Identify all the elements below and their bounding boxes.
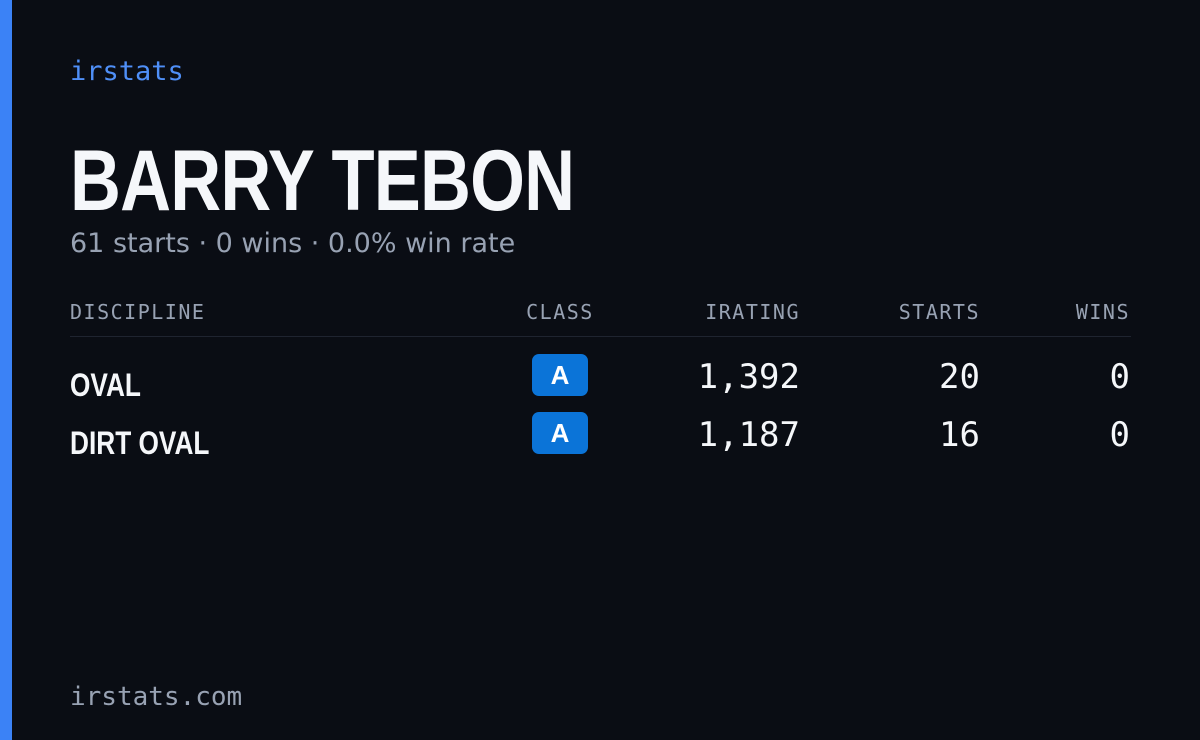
discipline: DIRT OVAL: [70, 425, 210, 461]
column-header: DISCIPLINE: [70, 300, 206, 324]
column-header: IRATING: [705, 300, 800, 324]
column-header: STARTS: [898, 300, 980, 324]
column-header: WINS: [1075, 300, 1130, 324]
summary: 61 starts · 0 wins · 0.0% win rate: [70, 228, 516, 259]
discipline: OVAL: [70, 367, 141, 403]
driver-name: BARRY TEBON: [70, 133, 575, 229]
brand: irstats: [70, 56, 184, 87]
irating: 1,187: [697, 415, 800, 455]
wins: 0: [1109, 415, 1130, 455]
divider: [70, 336, 1131, 337]
irating: 1,392: [697, 357, 800, 397]
starts: 20: [939, 357, 980, 397]
class-badge: A: [532, 354, 588, 396]
class-badge: A: [532, 412, 588, 454]
footer-site: irstats.com: [70, 682, 243, 712]
wins: 0: [1109, 357, 1130, 397]
column-header: CLASS: [526, 300, 594, 324]
starts: 16: [939, 415, 980, 455]
accent-bar: [0, 0, 12, 740]
